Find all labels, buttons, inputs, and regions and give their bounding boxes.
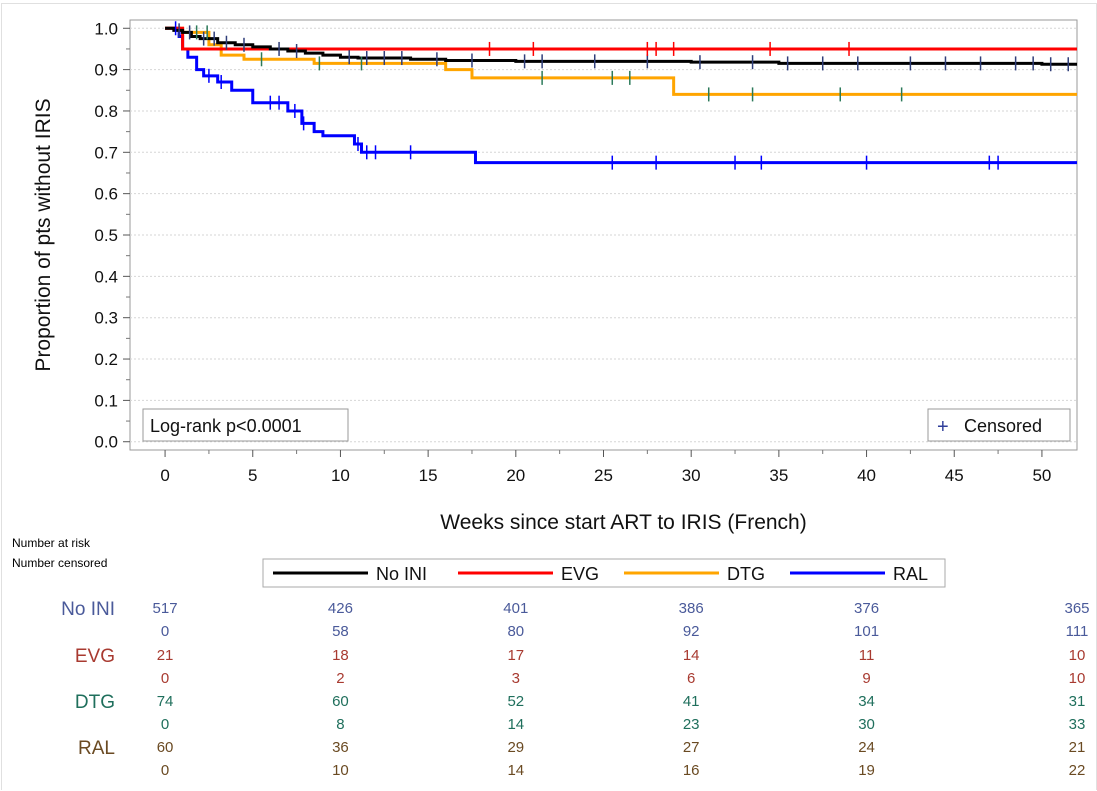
y-tick-label: 1.0 xyxy=(94,19,118,38)
risk-censored-value: 14 xyxy=(507,762,524,779)
risk-at-risk-value: 386 xyxy=(679,600,704,617)
risk-at-risk-value: 401 xyxy=(503,600,528,617)
risk-censored-value: 0 xyxy=(161,716,169,733)
series-line-no-ini xyxy=(165,26,1077,66)
risk-at-risk-value: 18 xyxy=(332,647,349,664)
y-tick-label: 0.3 xyxy=(94,309,118,328)
x-tick-label: 35 xyxy=(769,466,788,485)
risk-at-risk-value: 21 xyxy=(1069,739,1086,756)
x-tick-label: 0 xyxy=(160,466,169,485)
logrank-box xyxy=(142,408,349,442)
risk-censored-value: 23 xyxy=(683,716,700,733)
risk-at-risk-value: 27 xyxy=(683,739,700,756)
risk-censored-value: 101 xyxy=(854,623,879,640)
risk-at-risk-value: 31 xyxy=(1069,693,1086,710)
risk-censored-value: 58 xyxy=(332,623,349,640)
risk-row-label: DTG xyxy=(75,692,115,713)
risk-censored-value: 33 xyxy=(1069,716,1086,733)
risk-censored-value: 22 xyxy=(1069,762,1086,779)
risk-censored-value: 80 xyxy=(507,623,524,640)
series-line-evg xyxy=(165,26,1077,51)
x-tick-label: 50 xyxy=(1032,466,1051,485)
risk-censored-value: 0 xyxy=(161,670,169,687)
y-tick-label: 0.9 xyxy=(94,61,118,80)
risk-at-risk-value: 36 xyxy=(332,739,349,756)
risk-at-risk-value: 426 xyxy=(328,600,353,617)
risk-censored-value: 3 xyxy=(512,670,520,687)
y-tick-label: 0.5 xyxy=(94,226,118,245)
risk-censored-value: 19 xyxy=(858,762,875,779)
risk-row-label: RAL xyxy=(78,738,115,759)
logrank-annotation: Log-rank p<0.0001 xyxy=(150,416,302,436)
risk-at-risk-value: 21 xyxy=(157,647,174,664)
risk-censored-value: 10 xyxy=(1069,670,1086,687)
y-tick-label: 0.0 xyxy=(94,433,118,452)
risk-at-risk-value: 10 xyxy=(1069,647,1086,664)
risk-censored-value: 111 xyxy=(1066,623,1089,640)
risk-at-risk-value: 34 xyxy=(858,693,875,710)
risk-censored-value: 0 xyxy=(161,623,169,640)
risk-at-risk-value: 24 xyxy=(858,739,875,756)
censored-legend-symbol: + xyxy=(937,416,949,438)
y-tick-label: 0.7 xyxy=(94,143,118,162)
risk-censored-value: 16 xyxy=(683,762,700,779)
risk-censored-value: 9 xyxy=(862,670,870,687)
risk-heading-censored: Number censored xyxy=(12,556,108,570)
x-tick-label: 5 xyxy=(248,466,257,485)
x-tick-label: 40 xyxy=(857,466,876,485)
legend-label: No INI xyxy=(376,564,427,584)
y-tick-label: 0.1 xyxy=(94,391,118,410)
series-line-dtg xyxy=(165,26,1077,96)
risk-censored-value: 14 xyxy=(507,716,524,733)
legend-label: DTG xyxy=(727,564,765,584)
risk-at-risk-value: 376 xyxy=(854,600,879,617)
x-tick-label: 15 xyxy=(419,466,438,485)
y-tick-label: 0.6 xyxy=(94,185,118,204)
risk-at-risk-value: 60 xyxy=(332,693,349,710)
legend-label: EVG xyxy=(561,564,599,584)
censored-legend-label: Censored xyxy=(964,416,1042,436)
x-tick-label: 30 xyxy=(682,466,701,485)
risk-at-risk-value: 29 xyxy=(507,739,524,756)
risk-at-risk-value: 365 xyxy=(1064,600,1089,617)
risk-censored-value: 92 xyxy=(683,623,700,640)
risk-at-risk-value: 52 xyxy=(507,693,524,710)
risk-at-risk-value: 14 xyxy=(683,647,700,664)
risk-censored-value: 30 xyxy=(858,716,875,733)
y-tick-label: 0.8 xyxy=(94,102,118,121)
risk-censored-value: 10 xyxy=(332,762,349,779)
risk-at-risk-value: 517 xyxy=(153,600,178,617)
risk-at-risk-value: 60 xyxy=(157,739,174,756)
x-tick-label: 45 xyxy=(945,466,964,485)
legend-label: RAL xyxy=(893,564,928,584)
risk-censored-value: 8 xyxy=(336,716,344,733)
y-tick-label: 0.4 xyxy=(94,267,118,286)
risk-at-risk-value: 17 xyxy=(507,647,524,664)
censored-legend-box xyxy=(927,408,1071,442)
risk-censored-value: 0 xyxy=(161,762,169,779)
risk-at-risk-value: 74 xyxy=(157,693,174,710)
y-tick-label: 0.2 xyxy=(94,350,118,369)
y-axis-label: Proportion of pts without IRIS xyxy=(32,98,55,371)
x-tick-label: 25 xyxy=(594,466,613,485)
risk-at-risk-value: 41 xyxy=(683,693,700,710)
x-axis-label: Weeks since start ART to IRIS (French) xyxy=(440,511,806,534)
risk-heading-at-risk: Number at risk xyxy=(12,536,91,550)
risk-censored-value: 6 xyxy=(687,670,695,687)
risk-at-risk-value: 11 xyxy=(859,647,875,664)
risk-row-label: No INI xyxy=(61,599,115,620)
risk-row-label: EVG xyxy=(75,646,115,667)
x-tick-label: 10 xyxy=(331,466,350,485)
risk-censored-value: 2 xyxy=(336,670,344,687)
x-tick-label: 20 xyxy=(506,466,525,485)
